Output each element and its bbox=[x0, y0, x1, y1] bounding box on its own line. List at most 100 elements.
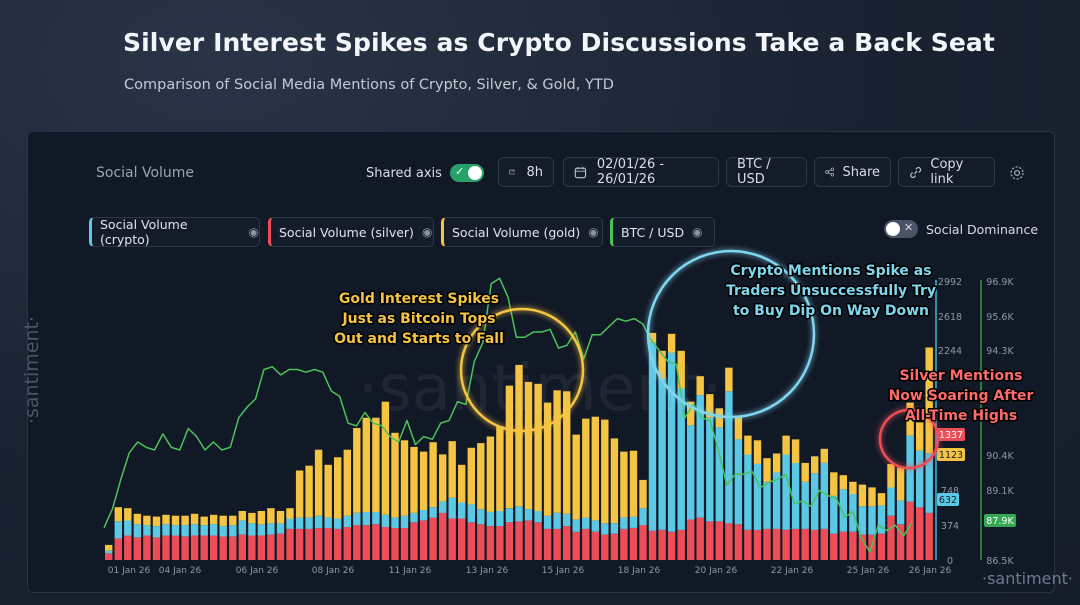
bar-gold bbox=[152, 516, 161, 526]
bar-gold bbox=[114, 507, 122, 522]
bar-gold bbox=[648, 332, 657, 343]
pair-label: BTC / USD bbox=[737, 157, 771, 187]
bar-gold bbox=[391, 432, 399, 518]
right-axis-tick: 86.5K bbox=[986, 556, 1014, 567]
bar-silver bbox=[400, 528, 409, 560]
bar-crypto bbox=[248, 523, 256, 536]
bars-layer bbox=[105, 332, 933, 560]
social-dominance-control[interactable]: ✕ Social Dominance bbox=[884, 219, 1038, 239]
interval-label: 8h bbox=[526, 164, 543, 180]
bar-gold bbox=[324, 464, 332, 518]
bar-gold bbox=[839, 475, 847, 490]
legend-item-silver[interactable]: Social Volume (silver) ◉ bbox=[268, 217, 434, 247]
bar-gold bbox=[219, 515, 227, 527]
bar-gold bbox=[248, 512, 256, 524]
social-dominance-label: Social Dominance bbox=[926, 221, 1039, 237]
gold-value-badge-bg bbox=[937, 448, 965, 461]
bar-gold bbox=[849, 481, 857, 495]
bar-crypto bbox=[114, 521, 122, 539]
bar-crypto bbox=[362, 511, 370, 526]
bar-crypto bbox=[925, 453, 933, 513]
eye-icon[interactable]: ◉ bbox=[588, 225, 599, 239]
bar-crypto bbox=[257, 524, 266, 536]
legend-item-btc[interactable]: BTC / USD ◉ bbox=[610, 217, 715, 247]
bar-gold bbox=[171, 515, 180, 526]
gold-value-badge: 1123 bbox=[939, 450, 963, 461]
bar-crypto bbox=[830, 495, 838, 534]
bar-gold bbox=[448, 441, 456, 498]
pair-button[interactable]: BTC / USD bbox=[726, 157, 807, 187]
bar-silver bbox=[257, 535, 266, 560]
bar-crypto bbox=[419, 510, 428, 521]
x-axis-tick: 26 Jan 26 bbox=[909, 566, 952, 576]
date-range-label: 02/01/26 - 26/01/26 bbox=[596, 157, 665, 187]
bar-silver bbox=[133, 537, 142, 560]
bar-silver bbox=[687, 519, 695, 560]
left-axis-tick: 2992 bbox=[938, 277, 962, 288]
bar-crypto bbox=[648, 342, 657, 531]
bar-silver bbox=[143, 535, 151, 560]
bar-crypto bbox=[715, 427, 723, 522]
settings-button[interactable] bbox=[1007, 163, 1027, 183]
bar-gold bbox=[896, 467, 905, 501]
bar-crypto bbox=[820, 462, 828, 529]
gold-annotation-line: Out and Starts to Fall bbox=[334, 331, 504, 347]
bar-silver bbox=[505, 522, 514, 560]
bar-silver bbox=[591, 531, 599, 560]
bar-silver bbox=[362, 525, 370, 560]
bar-silver bbox=[419, 520, 428, 560]
copy-link-button[interactable]: Copy link bbox=[898, 157, 995, 187]
shared-axis-control[interactable]: Shared axis ✓ bbox=[366, 163, 484, 183]
bar-gold bbox=[639, 479, 647, 509]
legend-item-gold[interactable]: Social Volume (gold) ◉ bbox=[441, 217, 603, 247]
bar-crypto bbox=[124, 520, 132, 536]
social-dominance-toggle[interactable]: ✕ bbox=[884, 220, 918, 238]
left-axis-tick: 2618 bbox=[938, 312, 962, 323]
bar-crypto bbox=[725, 391, 733, 524]
eye-icon[interactable]: ◉ bbox=[421, 225, 433, 239]
bar-crypto bbox=[887, 487, 895, 516]
bar-crypto bbox=[410, 512, 418, 523]
x-axis-tick: 25 Jan 26 bbox=[847, 566, 890, 576]
bar-crypto bbox=[190, 524, 199, 536]
x-axis-tick: 04 Jan 26 bbox=[159, 566, 202, 576]
bar-crypto bbox=[391, 517, 399, 528]
eye-icon[interactable]: ◉ bbox=[248, 225, 259, 239]
annotations-layer: Gold Interest Spikes Just as Bitcoin Tops… bbox=[333, 249, 1035, 470]
bar-gold bbox=[305, 465, 313, 518]
bar-gold bbox=[229, 515, 237, 526]
btc-value-badge: 87.9K bbox=[986, 516, 1014, 527]
shared-axis-toggle[interactable]: ✓ bbox=[449, 164, 484, 182]
axes-layer: 2992 2618 2244 748 374 0 86.5K 89.1K 90.4K 94.3K 9… bbox=[108, 277, 1016, 576]
toggle-knob bbox=[886, 222, 900, 236]
bar-crypto bbox=[314, 515, 323, 528]
bar-silver bbox=[620, 528, 628, 560]
bar-crypto bbox=[496, 511, 504, 527]
silver-value-badge-bg bbox=[937, 428, 965, 441]
bar-silver bbox=[162, 535, 170, 560]
bar-silver bbox=[849, 531, 857, 560]
gold-annotation-line: Gold Interest Spikes bbox=[339, 291, 499, 307]
btc-layer bbox=[103, 277, 913, 553]
bar-silver bbox=[381, 527, 390, 560]
bar-silver bbox=[181, 536, 189, 560]
eye-icon[interactable]: ◉ bbox=[692, 225, 703, 239]
bar-gold bbox=[286, 508, 294, 519]
bar-crypto bbox=[133, 524, 142, 538]
bar-crypto bbox=[696, 395, 704, 518]
share-button[interactable]: Share bbox=[814, 157, 891, 187]
legend-item-crypto[interactable]: Social Volume (crypto) ◉ bbox=[89, 217, 260, 247]
bar-crypto bbox=[639, 508, 647, 526]
bar-silver bbox=[772, 528, 781, 560]
bar-gold bbox=[295, 470, 304, 518]
interval-button[interactable]: 8h bbox=[498, 157, 554, 187]
bar-crypto bbox=[543, 515, 552, 529]
date-range-button[interactable]: 02/01/26 - 26/01/26 bbox=[563, 157, 719, 187]
bar-silver bbox=[334, 528, 342, 560]
bar-crypto bbox=[763, 481, 771, 529]
right-axis-tick: 89.1K bbox=[986, 486, 1014, 497]
crypto-annotation-line: Crypto Mentions Spike as bbox=[730, 263, 931, 279]
bar-gold bbox=[210, 514, 218, 525]
bar-gold bbox=[467, 447, 475, 505]
bar-gold bbox=[429, 442, 437, 508]
